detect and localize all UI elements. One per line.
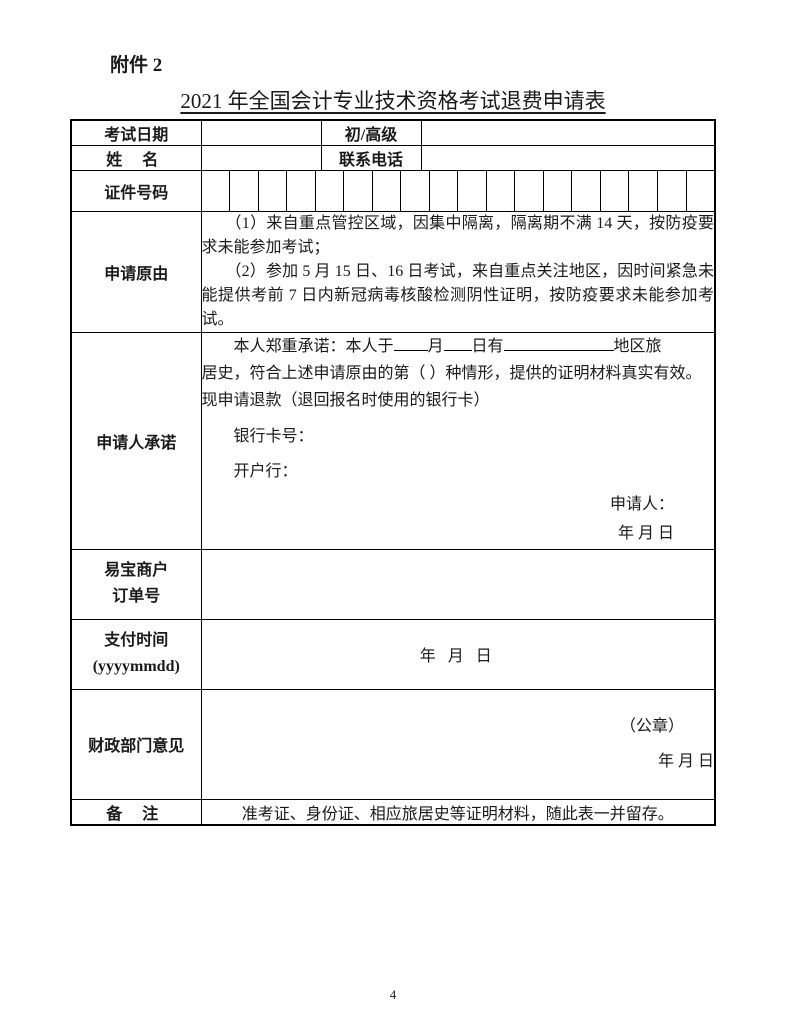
notes-content: 准考证、身份证、相应旅居史等证明材料，随此表一并留存。: [201, 799, 715, 825]
row-name: 姓 名 联系电话: [71, 146, 715, 171]
id-box[interactable]: [430, 171, 459, 211]
id-box[interactable]: [230, 171, 259, 211]
id-box[interactable]: [401, 171, 430, 211]
blank-region[interactable]: [504, 335, 614, 351]
id-box[interactable]: [373, 171, 402, 211]
phone-value[interactable]: [421, 146, 715, 171]
commitment-line1: 本人郑重承诺：本人于 月 日有 地区旅: [202, 333, 715, 360]
id-box[interactable]: [658, 171, 687, 211]
paytime-label: 支付时间 (yyyymmdd): [71, 619, 201, 689]
notes-label: 备 注: [71, 799, 201, 825]
attachment-label: 附件 2: [110, 50, 716, 77]
order-label-1: 易宝商户: [72, 558, 201, 584]
id-box[interactable]: [544, 171, 573, 211]
row-id-number: 证件号码: [71, 171, 715, 212]
sign-date: 年 月 日: [202, 520, 675, 549]
id-box[interactable]: [344, 171, 373, 211]
exam-date-label: 考试日期: [71, 120, 201, 146]
exam-date-value[interactable]: [201, 120, 321, 146]
finance-content: （公章） 年 月 日: [201, 689, 715, 799]
order-label-2: 订单号: [72, 584, 201, 610]
reason-item-2: （2）参加 5 月 15 日、16 日考试，来自重点关注地区，因时间紧急未能提供…: [202, 260, 715, 332]
id-box[interactable]: [515, 171, 544, 211]
commitment-month: 月: [428, 338, 444, 355]
blank-day[interactable]: [444, 335, 472, 351]
form-title: 2021 年全国会计专业技术资格考试退费申请表: [70, 85, 716, 115]
id-boxes-cell: [201, 171, 715, 212]
bank-name-field[interactable]: 开户行：: [234, 458, 715, 485]
id-box[interactable]: [316, 171, 345, 211]
id-box[interactable]: [458, 171, 487, 211]
paytime-label-2: (yyyymmdd): [72, 654, 201, 680]
phone-label: 联系电话: [321, 146, 421, 171]
name-label: 姓 名: [71, 146, 201, 171]
id-box[interactable]: [487, 171, 516, 211]
reason-item-1: （1）来自重点管控区域，因集中隔离，隔离期不满 14 天，按防疫要求未能参加考试…: [202, 212, 715, 260]
commitment-content: 本人郑重承诺：本人于 月 日有 地区旅 居史，符合上述申请原由的第（ ）种情形，提供的…: [201, 333, 715, 550]
reason-content: （1）来自重点管控区域，因集中隔离，隔离期不满 14 天，按防疫要求未能参加考试…: [201, 212, 715, 333]
paytime-value[interactable]: 年 月 日: [201, 619, 715, 689]
commitment-prefix: 本人郑重承诺：本人于: [234, 338, 394, 355]
row-commitment: 申请人承诺 本人郑重承诺：本人于 月 日有 地区旅 居史，符合上述申请原由的第（ ）种…: [71, 333, 715, 550]
signature-block: 申请人： 年 月 日: [202, 491, 715, 549]
finance-date: 年 月 日: [202, 744, 715, 779]
page-number: 4: [390, 987, 397, 1003]
level-label: 初/高级: [321, 120, 421, 146]
finance-label: 财政部门意见: [71, 689, 201, 799]
bank-card-field[interactable]: 银行卡号：: [234, 423, 715, 450]
finance-seal: （公章）: [202, 709, 715, 744]
id-box[interactable]: [202, 171, 231, 211]
refund-form-table: 考试日期 初/高级 姓 名 联系电话 证件号码 申请原由 （1）来自重点管控区域…: [70, 119, 716, 826]
order-value[interactable]: [201, 549, 715, 619]
id-boxes[interactable]: [202, 171, 715, 211]
reason-label: 申请原由: [71, 212, 201, 333]
id-box[interactable]: [687, 171, 715, 211]
id-box[interactable]: [601, 171, 630, 211]
id-box[interactable]: [629, 171, 658, 211]
level-value[interactable]: [421, 120, 715, 146]
row-exam-date: 考试日期 初/高级: [71, 120, 715, 146]
commitment-label: 申请人承诺: [71, 333, 201, 550]
applicant-label: 申请人：: [202, 491, 675, 520]
order-label: 易宝商户 订单号: [71, 549, 201, 619]
row-finance: 财政部门意见 （公章） 年 月 日: [71, 689, 715, 799]
commitment-line2: 居史，符合上述申请原由的第（ ）种情形，提供的证明材料真实有效。现申请退款（退回…: [202, 360, 715, 414]
commitment-region: 地区旅: [614, 338, 662, 355]
blank-month[interactable]: [394, 335, 428, 351]
id-box[interactable]: [572, 171, 601, 211]
id-box[interactable]: [287, 171, 316, 211]
commitment-day: 日有: [472, 338, 504, 355]
row-notes: 备 注 准考证、身份证、相应旅居史等证明材料，随此表一并留存。: [71, 799, 715, 825]
row-paytime: 支付时间 (yyyymmdd) 年 月 日: [71, 619, 715, 689]
id-box[interactable]: [259, 171, 288, 211]
row-reason: 申请原由 （1）来自重点管控区域，因集中隔离，隔离期不满 14 天，按防疫要求未…: [71, 212, 715, 333]
id-label: 证件号码: [71, 171, 201, 212]
name-value[interactable]: [201, 146, 321, 171]
row-order: 易宝商户 订单号: [71, 549, 715, 619]
paytime-label-1: 支付时间: [72, 628, 201, 654]
